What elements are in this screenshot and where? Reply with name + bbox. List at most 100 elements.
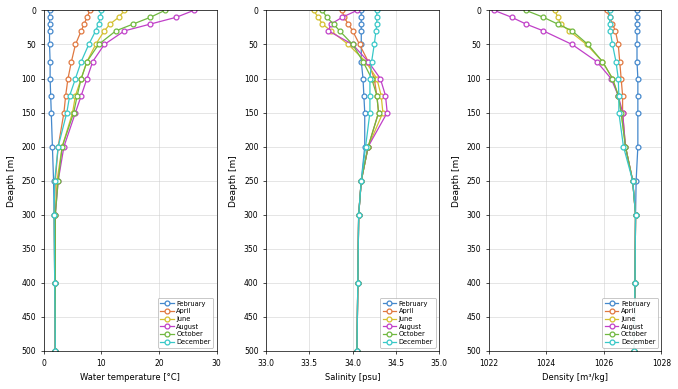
April (60, 110, 68, 115)
June (582, 42, 591, 47)
April (612, 28, 620, 33)
April (344, 22, 353, 26)
June (357, 178, 365, 183)
October (161, 8, 169, 13)
Line: December: December (355, 8, 379, 353)
October (112, 28, 120, 33)
October (348, 42, 357, 47)
October (336, 28, 344, 33)
Legend: February, April, June, August, October, December: February, April, June, August, October, … (157, 298, 214, 347)
December (54, 144, 62, 149)
October (355, 212, 363, 217)
October (364, 144, 372, 149)
December (71, 76, 79, 81)
October (354, 280, 362, 285)
April (357, 178, 365, 183)
February (354, 280, 362, 285)
June (373, 76, 381, 81)
February (631, 280, 639, 285)
August (364, 59, 372, 64)
December (605, 15, 614, 19)
August (353, 8, 361, 13)
December (612, 59, 620, 64)
February (633, 42, 641, 47)
December (615, 93, 623, 98)
December (353, 349, 361, 353)
June (630, 349, 638, 353)
August (539, 28, 547, 33)
December (373, 15, 381, 19)
April (630, 349, 638, 353)
October (631, 280, 639, 285)
June (355, 212, 363, 217)
Line: June: June (53, 8, 127, 353)
Line: August: August (53, 8, 196, 353)
December (94, 22, 102, 26)
February (45, 22, 54, 26)
August (327, 22, 335, 26)
February (633, 15, 641, 19)
X-axis label: Salinity [psu]: Salinity [psu] (325, 373, 380, 382)
August (348, 42, 357, 47)
February (45, 8, 54, 13)
Line: December: December (52, 8, 104, 353)
June (71, 93, 79, 98)
December (52, 349, 60, 353)
August (71, 110, 79, 115)
Line: June: June (553, 8, 638, 353)
Line: October: October (53, 8, 167, 353)
February (357, 59, 365, 64)
October (54, 178, 62, 183)
June (52, 349, 60, 353)
October (374, 110, 382, 115)
December (615, 110, 623, 115)
August (52, 280, 60, 285)
October (584, 42, 592, 47)
August (522, 22, 530, 26)
February (353, 349, 361, 353)
October (58, 144, 66, 149)
Line: February: February (47, 8, 58, 353)
February (45, 15, 54, 19)
October (367, 76, 376, 81)
April (62, 93, 70, 98)
Y-axis label: Deapth [m]: Deapth [m] (229, 155, 239, 207)
February (47, 110, 56, 115)
August (190, 8, 198, 13)
April (51, 280, 59, 285)
April (348, 28, 357, 33)
August (376, 76, 384, 81)
June (377, 93, 385, 98)
August (630, 349, 638, 353)
August (607, 76, 615, 81)
December (370, 42, 378, 47)
August (508, 15, 516, 19)
February (633, 22, 641, 26)
December (51, 178, 59, 183)
December (357, 178, 365, 183)
February (357, 8, 365, 13)
February (361, 144, 369, 149)
October (146, 15, 155, 19)
December (98, 8, 106, 13)
August (383, 110, 391, 115)
April (631, 280, 639, 285)
June (353, 349, 361, 353)
June (614, 93, 622, 98)
April (86, 8, 94, 13)
April (622, 144, 630, 149)
October (330, 22, 338, 26)
April (355, 42, 363, 47)
June (364, 144, 372, 149)
April (364, 144, 372, 149)
June (617, 110, 625, 115)
February (359, 76, 367, 81)
February (633, 59, 641, 64)
October (83, 59, 91, 64)
October (522, 8, 530, 13)
April (50, 212, 58, 217)
October (608, 76, 616, 81)
June (631, 212, 639, 217)
December (85, 42, 93, 47)
August (593, 59, 601, 64)
